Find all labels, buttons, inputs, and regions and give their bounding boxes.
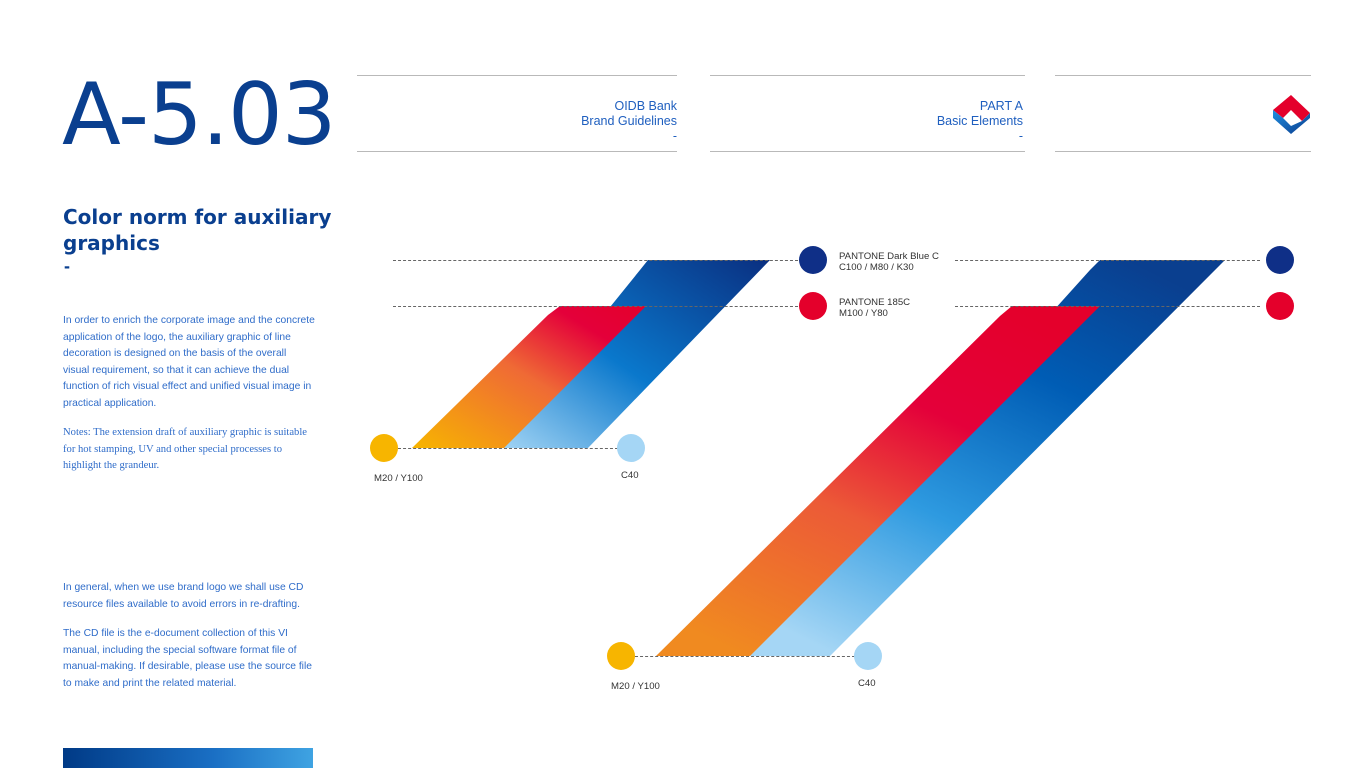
label-yellow: M20 / Y100 <box>611 681 660 692</box>
guide-line <box>393 306 798 307</box>
guide-line <box>393 260 798 261</box>
swatch-light-blue <box>617 434 645 462</box>
notes-paragraph: Notes: The extension draft of auxiliary … <box>63 427 307 472</box>
label-red-values: M100 / Y80 <box>839 308 888 319</box>
swatch-dark-blue <box>1266 246 1294 274</box>
swatch-dark-blue <box>799 246 827 274</box>
guide-line <box>955 306 1260 307</box>
small-blue-band <box>496 260 770 448</box>
label-dark-blue-values: C100 / M80 / K30 <box>839 262 914 273</box>
header-rule <box>1055 151 1311 152</box>
header-rule <box>710 75 1025 76</box>
label-yellow: M20 / Y100 <box>374 473 423 484</box>
page-number: A-5.03 <box>62 65 336 165</box>
swatch-red <box>1266 292 1294 320</box>
label-red-name: PANTONE 185C <box>839 297 911 308</box>
label-light-blue: C40 <box>621 470 639 481</box>
header-rule <box>1055 75 1311 76</box>
bottom-gradient-bar <box>63 748 313 768</box>
section-dash: - <box>64 256 70 276</box>
header-part-line: PART A <box>979 99 1023 113</box>
swatch-red <box>799 292 827 320</box>
header-part: PART A Basic Elements - <box>823 99 1023 144</box>
guide-line <box>398 448 618 449</box>
cd-file-paragraph: The CD file is the e-document collection… <box>63 628 312 689</box>
header-rule <box>357 151 677 152</box>
label-light-blue: C40 <box>858 678 876 689</box>
header-brand-line: - <box>672 129 677 143</box>
swatch-light-blue <box>854 642 882 670</box>
large-blue-band <box>742 260 1225 656</box>
label-red: PANTONE 185C M100 / Y80 <box>839 297 910 319</box>
header-brand-line: OIDB Bank <box>614 99 677 113</box>
large-red-band <box>656 306 1100 656</box>
guide-line <box>635 656 855 657</box>
header-brand: OIDB Bank Brand Guidelines - <box>477 99 677 144</box>
section-title: Color norm for auxiliary graphics <box>63 205 332 255</box>
header-brand-line: Brand Guidelines <box>581 114 677 128</box>
header-rule <box>710 151 1025 152</box>
swatch-yellow <box>370 434 398 462</box>
label-dark-blue: PANTONE Dark Blue C C100 / M80 / K30 <box>839 251 939 273</box>
guide-line <box>955 260 1260 261</box>
label-dark-blue-name: PANTONE Dark Blue C <box>839 251 939 262</box>
swatch-yellow <box>607 642 635 670</box>
small-red-band <box>412 306 646 448</box>
general-paragraph: In general, when we use brand logo we sh… <box>63 582 304 610</box>
header-rule <box>357 75 677 76</box>
header-part-line: - <box>1018 129 1023 143</box>
intro-paragraph: In order to enrich the corporate image a… <box>63 315 315 409</box>
header-part-line: Basic Elements <box>936 114 1023 128</box>
